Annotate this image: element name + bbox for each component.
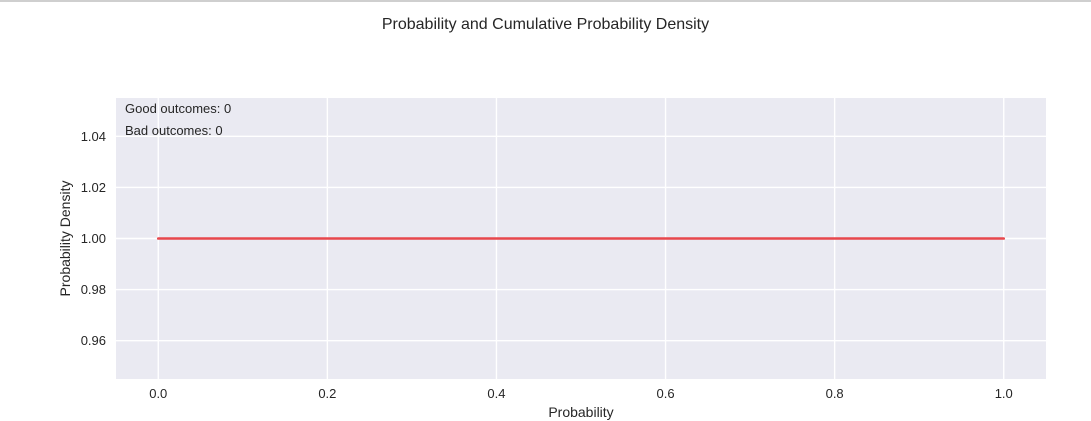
x-tick-label: 0.8 bbox=[826, 386, 844, 401]
y-tick-label: 0.96 bbox=[81, 333, 106, 348]
x-axis-label: Probability bbox=[548, 404, 613, 420]
window-top-border bbox=[0, 0, 1091, 2]
y-tick-label: 1.00 bbox=[81, 231, 106, 246]
y-tick-labels: 0.96 0.98 1.00 1.02 1.04 bbox=[81, 129, 106, 348]
y-tick-label: 0.98 bbox=[81, 282, 106, 297]
x-tick-labels: 0.0 0.2 0.4 0.6 0.8 1.0 bbox=[149, 386, 1013, 401]
x-tick-label: 0.6 bbox=[657, 386, 675, 401]
good-outcomes-annotation: Good outcomes: 0 bbox=[125, 101, 231, 116]
y-axis-label: Probability Density bbox=[57, 181, 73, 297]
x-tick-label: 0.0 bbox=[149, 386, 167, 401]
x-tick-label: 1.0 bbox=[995, 386, 1013, 401]
bad-outcomes-annotation: Bad outcomes: 0 bbox=[125, 123, 223, 138]
y-tick-label: 1.04 bbox=[81, 129, 106, 144]
y-tick-label: 1.02 bbox=[81, 180, 106, 195]
x-tick-label: 0.2 bbox=[318, 386, 336, 401]
x-tick-label: 0.4 bbox=[487, 386, 505, 401]
chart-title: Probability and Cumulative Probability D… bbox=[381, 16, 710, 33]
